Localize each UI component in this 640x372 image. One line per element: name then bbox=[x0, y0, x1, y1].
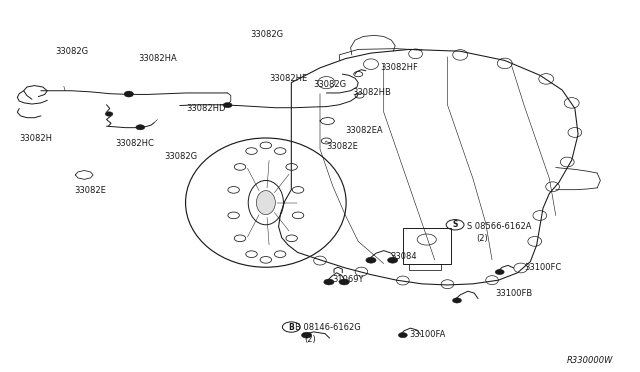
Circle shape bbox=[452, 298, 461, 303]
Ellipse shape bbox=[257, 190, 275, 215]
Text: 33084: 33084 bbox=[390, 251, 417, 261]
Text: S: S bbox=[452, 220, 458, 229]
Text: 31069Y: 31069Y bbox=[333, 275, 364, 283]
Circle shape bbox=[301, 332, 312, 338]
Text: 33100FA: 33100FA bbox=[409, 330, 445, 339]
Circle shape bbox=[366, 257, 376, 263]
Text: 33082E: 33082E bbox=[326, 142, 358, 151]
Text: 33082HA: 33082HA bbox=[138, 54, 177, 63]
Circle shape bbox=[398, 333, 407, 338]
Text: 33082H: 33082H bbox=[19, 134, 52, 142]
Text: S 08566-6162A: S 08566-6162A bbox=[467, 222, 531, 231]
Text: 33082G: 33082G bbox=[314, 80, 347, 89]
Text: 33100FC: 33100FC bbox=[524, 263, 561, 272]
Circle shape bbox=[105, 112, 113, 116]
Text: 33082G: 33082G bbox=[56, 47, 89, 56]
Text: 33100FB: 33100FB bbox=[495, 289, 532, 298]
Text: 33082HE: 33082HE bbox=[269, 74, 307, 83]
Text: (2): (2) bbox=[304, 335, 316, 344]
Circle shape bbox=[324, 279, 334, 285]
Circle shape bbox=[495, 269, 504, 275]
Circle shape bbox=[136, 125, 145, 130]
Circle shape bbox=[388, 257, 397, 263]
Text: R330000W: R330000W bbox=[567, 356, 613, 365]
Text: B: B bbox=[289, 323, 294, 331]
Text: 33082HC: 33082HC bbox=[115, 139, 154, 148]
Text: 33082HB: 33082HB bbox=[352, 89, 391, 97]
Text: 33082EA: 33082EA bbox=[346, 126, 383, 135]
Text: 33082HD: 33082HD bbox=[186, 104, 226, 113]
Text: 33082G: 33082G bbox=[164, 152, 197, 161]
Circle shape bbox=[339, 279, 349, 285]
Text: B 08146-6162G: B 08146-6162G bbox=[294, 323, 360, 331]
Text: 33082G: 33082G bbox=[250, 30, 283, 39]
Text: 33082HF: 33082HF bbox=[381, 63, 419, 72]
Circle shape bbox=[124, 92, 133, 97]
Circle shape bbox=[223, 103, 232, 108]
Text: 33082E: 33082E bbox=[75, 186, 106, 195]
Circle shape bbox=[124, 91, 133, 96]
Text: (2): (2) bbox=[476, 234, 488, 243]
